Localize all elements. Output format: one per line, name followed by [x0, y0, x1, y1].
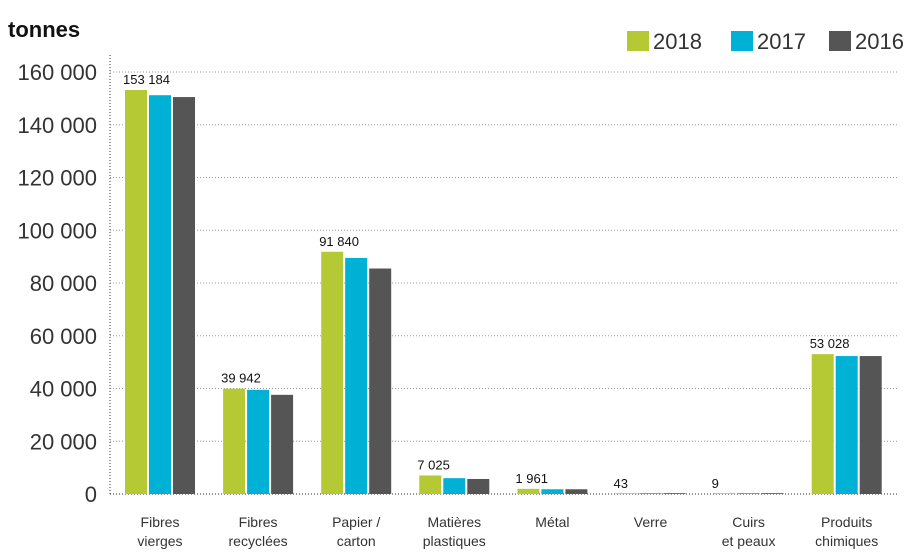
bar-2017: [149, 95, 171, 495]
bar-2016: [173, 97, 195, 495]
y-tick-label: 140 000: [17, 113, 97, 138]
bar-2017: [443, 478, 466, 494]
bar-2018: [125, 89, 147, 494]
x-tick-label: Matières: [427, 514, 481, 530]
y-tick-label: 40 000: [30, 377, 97, 402]
y-tick-label: 20 000: [30, 429, 97, 454]
bars: [125, 89, 882, 495]
data-label: 1 961: [515, 471, 548, 486]
data-label: 39 942: [221, 371, 261, 386]
bar-2016: [467, 478, 490, 494]
x-tick-label: carton: [337, 533, 376, 549]
x-tick-label: Papier /: [332, 514, 380, 530]
y-tick-label: 0: [85, 482, 97, 507]
legend-label-2016: 2016: [855, 29, 904, 54]
bar-2016: [565, 489, 588, 494]
data-label: 91 840: [319, 234, 359, 249]
y-tick-label: 120 000: [17, 166, 97, 191]
data-label: 53 028: [810, 336, 850, 351]
bar-2018: [223, 388, 246, 494]
bar-2017: [247, 389, 270, 494]
legend-label-2017: 2017: [757, 29, 806, 54]
y-axis-unit-label: tonnes: [8, 17, 80, 42]
bar-2016: [663, 493, 686, 494]
bar-2016: [761, 493, 784, 494]
bar-2018: [615, 493, 638, 494]
x-tick-label: Produits: [821, 514, 872, 530]
axes: [109, 55, 898, 495]
bar-2018: [419, 475, 442, 494]
bar-2018: [713, 493, 736, 494]
x-tick-label: Métal: [535, 514, 569, 530]
legend-swatch-2016: [829, 31, 851, 51]
x-tick-label: Verre: [634, 514, 668, 530]
x-tick-label: et peaux: [722, 533, 776, 549]
x-tick-label: Cuirs: [732, 514, 765, 530]
y-tick-label: 160 000: [17, 60, 97, 85]
bar-2017: [737, 493, 760, 494]
bar-2016: [369, 268, 392, 494]
y-tick-label: 60 000: [30, 324, 97, 349]
legend-label-2018: 2018: [653, 29, 702, 54]
bar-2017: [835, 356, 858, 494]
data-label: 153 184: [123, 72, 170, 87]
bar-2016: [859, 356, 882, 494]
bar-2017: [345, 257, 368, 494]
x-tick-label: vierges: [137, 533, 182, 549]
tick-labels: 0 20 000 40 000 60 000 80 000 100 000 120 000 1…: [17, 60, 878, 549]
data-label: 43: [614, 476, 628, 491]
x-tick-label: chimiques: [815, 533, 878, 549]
legend: 2018 2017 2016: [627, 29, 904, 54]
data-label: 7 025: [417, 457, 450, 472]
legend-swatch-2018: [627, 31, 649, 51]
bar-2017: [541, 489, 564, 494]
data-labels: 153 184 39 942 91 840 7 025 1 961 43 9 53 028: [123, 72, 849, 491]
legend-swatch-2017: [731, 31, 753, 51]
bar-2018: [321, 251, 344, 494]
data-label: 9: [712, 476, 719, 491]
bar-2018: [811, 354, 834, 494]
x-tick-label: Fibres: [239, 514, 278, 530]
bar-2016: [271, 394, 294, 494]
y-tick-label: 80 000: [30, 271, 97, 296]
x-tick-label: plastiques: [423, 533, 486, 549]
gridlines: [110, 71, 898, 442]
x-tick-label: recyclées: [229, 533, 288, 549]
bar-2018: [517, 488, 540, 494]
y-tick-label: 100 000: [17, 218, 97, 243]
x-tick-label: Fibres: [141, 514, 180, 530]
bar-2017: [639, 493, 662, 494]
